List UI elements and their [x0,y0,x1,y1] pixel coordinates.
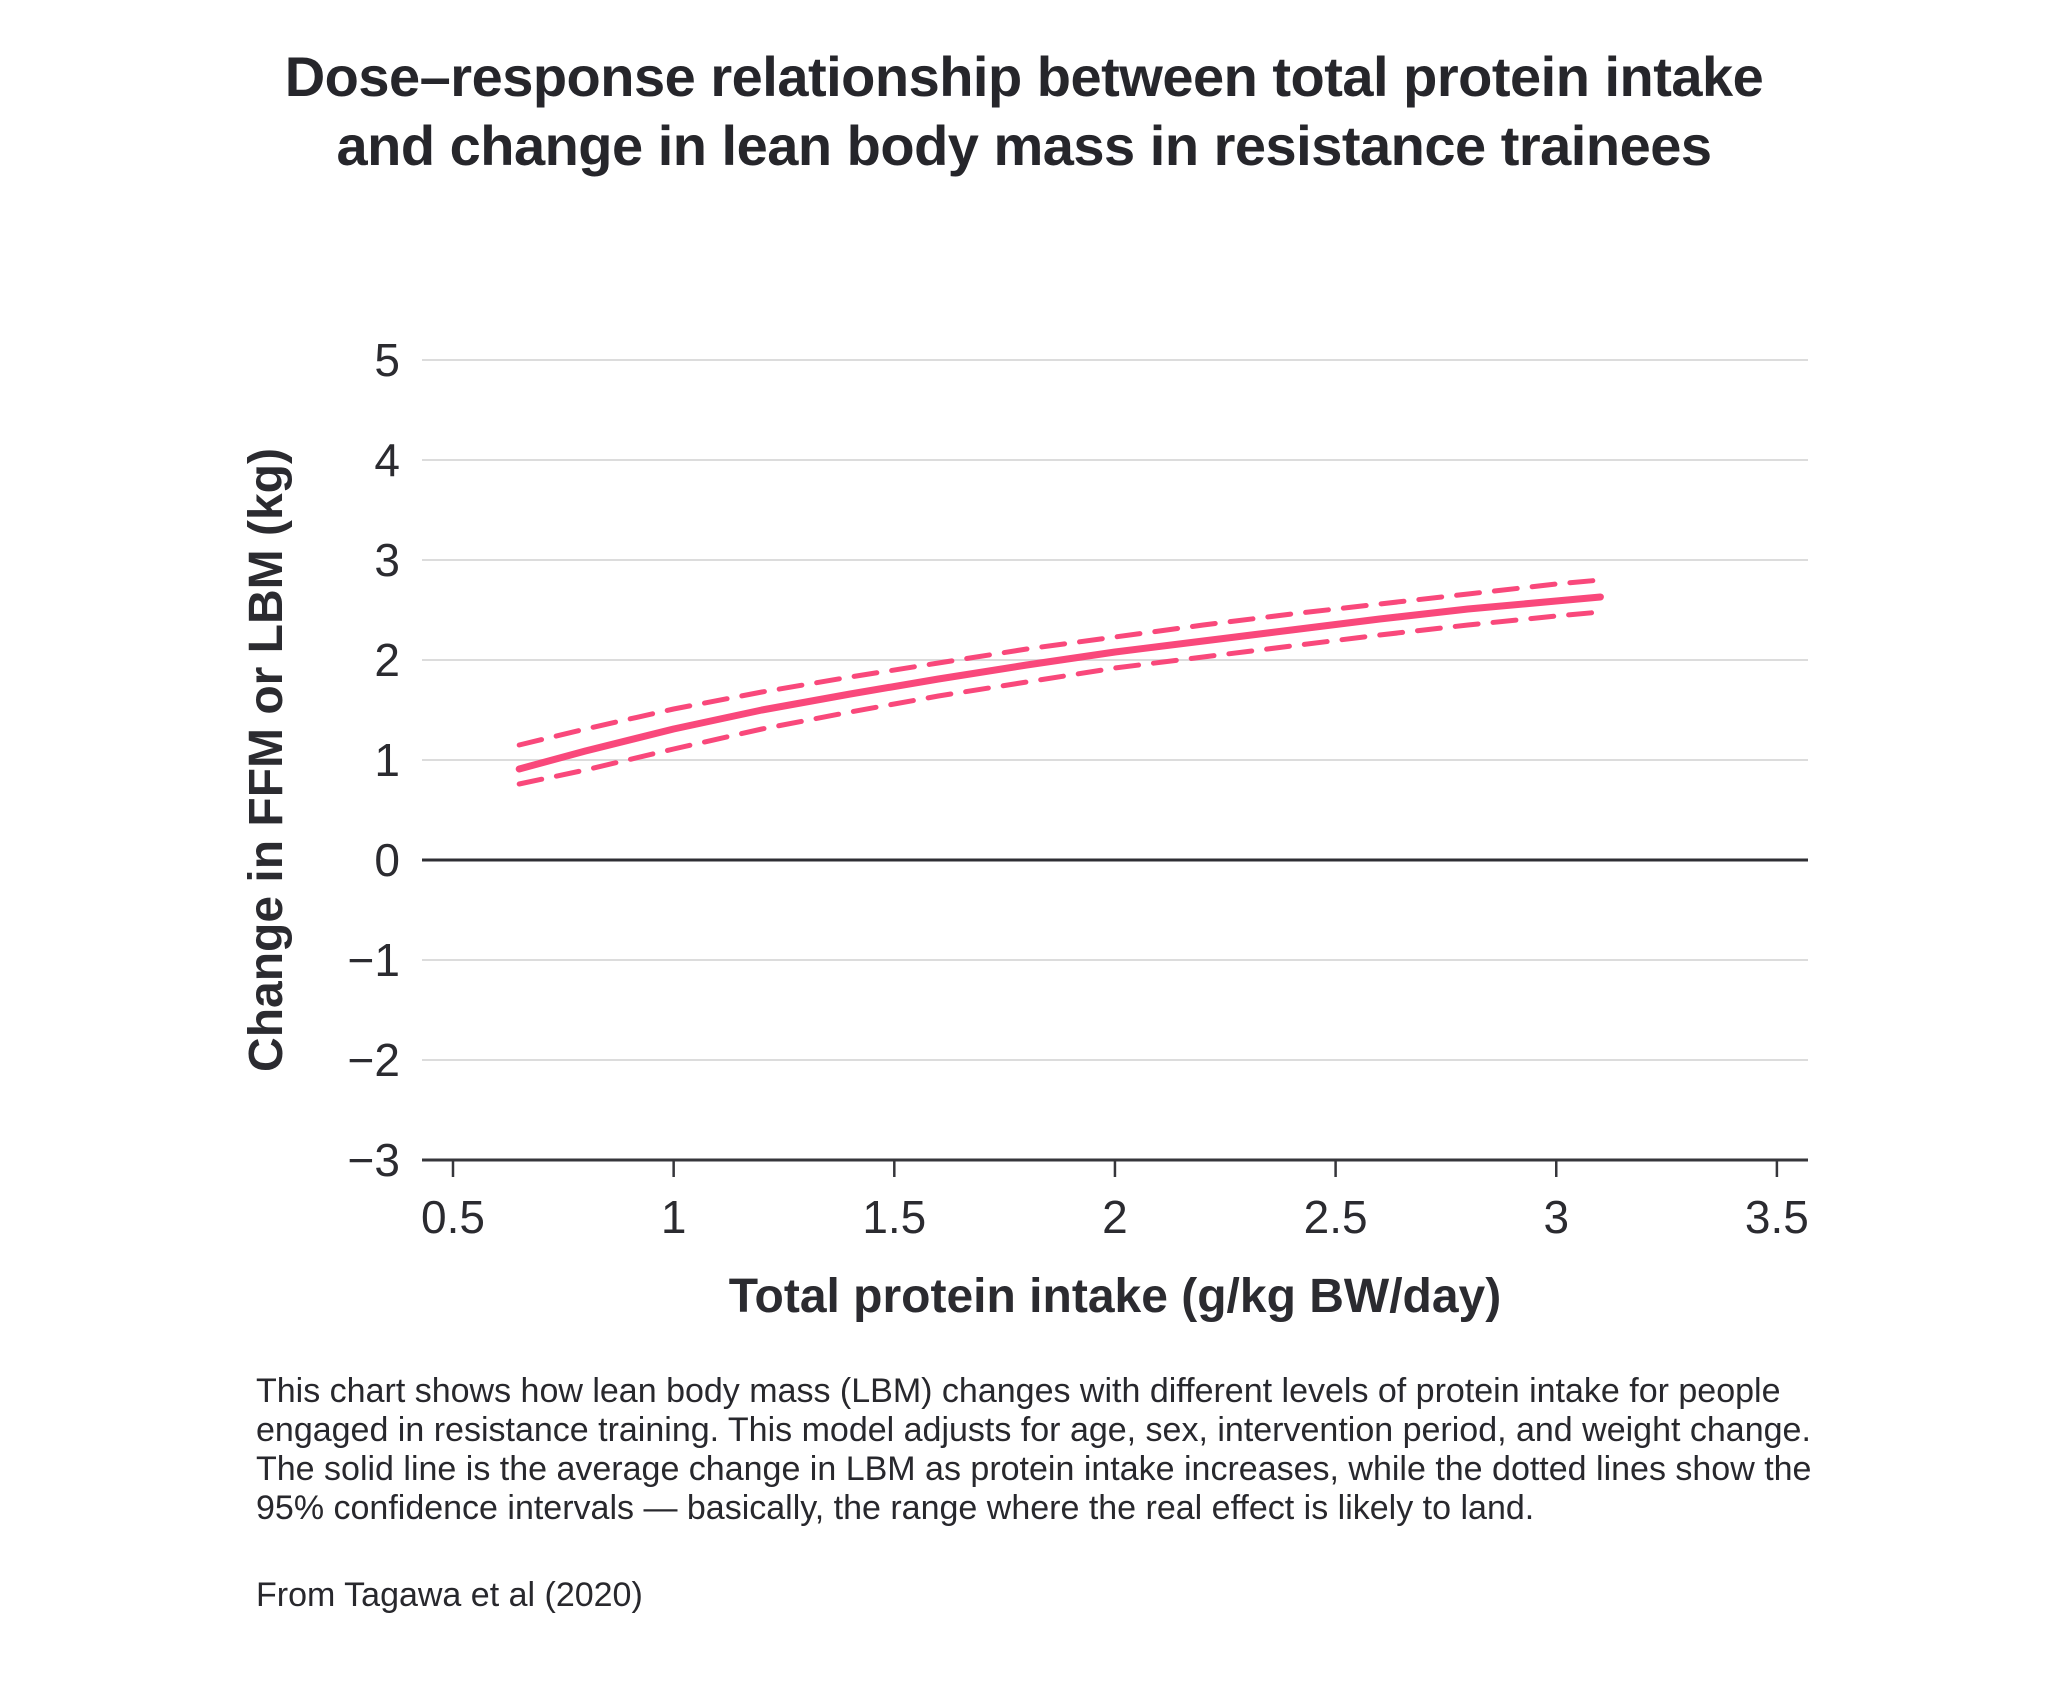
x-tick-label: 3.5 [1745,1191,1809,1243]
y-tick-label: 3 [374,534,400,586]
chart-svg: 0.5 1 1.5 2 2.5 3 3.5 5 4 3 2 1 0 −1 −2 −3 Total protein… [240,334,1809,1323]
x-tick-label: 3 [1543,1191,1569,1243]
ci-upper-line [516,577,1603,748]
y-axis-title: Change in FFM or LBM (kg) [240,448,293,1072]
page-title-line-1: Dose–response relationship between total… [284,45,1764,108]
page-title: Dose–response relationship between total… [0,42,2048,180]
y-tick-label: −2 [348,1034,400,1086]
y-tick-label: 5 [374,334,400,386]
ci-lower-line [516,609,1603,787]
chart-caption: This chart shows how lean body mass (LBM… [256,1372,1812,1527]
y-tick-label: −3 [348,1134,400,1186]
dose-response-chart: 0.5 1 1.5 2 2.5 3 3.5 5 4 3 2 1 0 −1 −2 −3 Total protein… [240,334,1809,1323]
x-tick-label: 2.5 [1304,1191,1368,1243]
mean-line [515,593,1604,773]
x-tick-label: 0.5 [421,1191,485,1243]
x-tick-label: 1 [661,1191,687,1243]
x-tick-label: 1.5 [862,1191,926,1243]
y-tick-label: 2 [374,634,400,686]
y-tick-label: 4 [374,434,400,486]
y-tick-label: −1 [348,934,400,986]
chart-attribution: From Tagawa et al (2020) [256,1576,643,1614]
x-tick-label: 2 [1102,1191,1128,1243]
x-axis-title: Total protein intake (g/kg BW/day) [729,1270,1501,1323]
y-tick-label: 1 [374,734,400,786]
y-tick-label: 0 [374,834,400,886]
page-title-line-2: and change in lean body mass in resistan… [336,114,1712,177]
